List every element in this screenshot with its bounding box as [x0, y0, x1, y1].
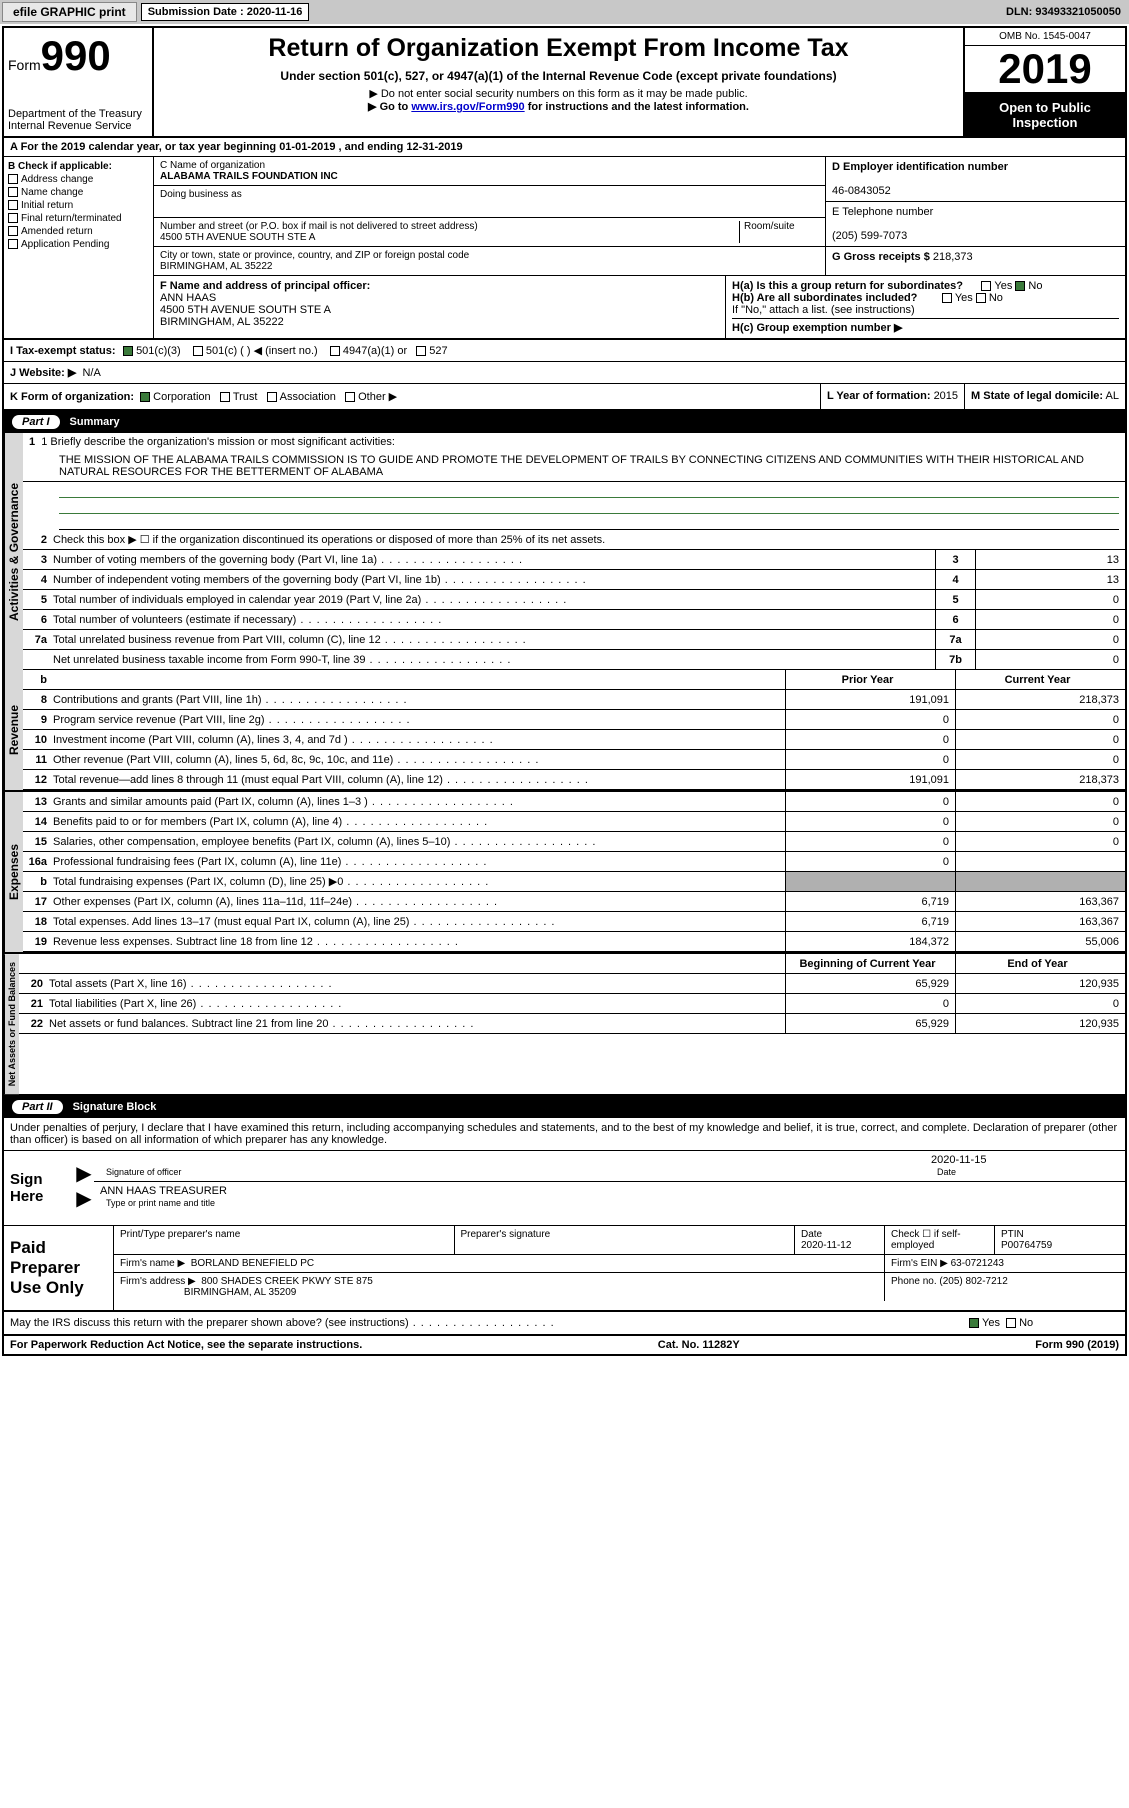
telephone: (205) 599-7073: [832, 230, 907, 242]
ssn-warning: ▶ Do not enter social security numbers o…: [160, 87, 957, 100]
top-toolbar: efile GRAPHIC print Submission Date : 20…: [0, 0, 1129, 24]
form-number: Form990: [8, 32, 148, 80]
fin-line-14: Benefits paid to or for members (Part IX…: [53, 814, 785, 830]
fin-line-11: Other revenue (Part VIII, column (A), li…: [53, 752, 785, 768]
box-f-officer: F Name and address of principal officer:…: [154, 276, 725, 338]
gov-line-7a: Total unrelated business revenue from Pa…: [53, 632, 935, 648]
box-h: H(a) Is this a group return for subordin…: [725, 276, 1125, 338]
form-header: Form990 Department of the Treasury Inter…: [4, 28, 1125, 138]
subtitle-section: Under section 501(c), 527, or 4947(a)(1)…: [160, 69, 957, 83]
gov-line-4: Number of independent voting members of …: [53, 572, 935, 588]
officer-name: ANN HAAS TREASURER: [100, 1185, 227, 1197]
row-a-tax-year: A For the 2019 calendar year, or tax yea…: [4, 138, 1125, 157]
fin-line-12: Total revenue—add lines 8 through 11 (mu…: [53, 772, 785, 788]
fin-line-18: Total expenses. Add lines 13–17 (must eq…: [53, 914, 785, 930]
mission-text: THE MISSION OF THE ALABAMA TRAILS COMMIS…: [23, 451, 1125, 482]
paid-preparer-block: Paid Preparer Use Only Print/Type prepar…: [4, 1226, 1125, 1312]
fin-line-13: Grants and similar amounts paid (Part IX…: [53, 794, 785, 810]
penalty-statement: Under penalties of perjury, I declare th…: [4, 1118, 1125, 1151]
end-year-header: End of Year: [955, 954, 1125, 973]
fin-line-22: Net assets or fund balances. Subtract li…: [49, 1016, 785, 1032]
beginning-year-header: Beginning of Current Year: [785, 954, 955, 973]
open-to-public: Open to Public Inspection: [965, 94, 1125, 136]
street-address: 4500 5TH AVENUE SOUTH STE A: [160, 232, 315, 243]
sign-date: 2020-11-15: [931, 1154, 986, 1166]
prior-year-header: Prior Year: [785, 670, 955, 689]
sign-here-block: Sign Here ▶▶ Signature of officer 2020-1…: [4, 1151, 1125, 1226]
form-title: Return of Organization Exempt From Incom…: [160, 34, 957, 63]
fin-line-9: Program service revenue (Part VIII, line…: [53, 712, 785, 728]
fin-line-17: Other expenses (Part IX, column (A), lin…: [53, 894, 785, 910]
mission-question: 1 1 Briefly describe the organization's …: [23, 433, 1125, 451]
submission-date-label: Submission Date : 2020-11-16: [141, 3, 310, 21]
gov-line-5: Total number of individuals employed in …: [53, 592, 935, 608]
efile-print-button[interactable]: efile GRAPHIC print: [2, 2, 137, 22]
city-state-zip: BIRMINGHAM, AL 35222: [160, 261, 272, 272]
vtab-revenue: Revenue: [4, 670, 23, 790]
firm-phone: (205) 802-7212: [939, 1276, 1007, 1287]
fin-line-21: Total liabilities (Part X, line 26): [49, 996, 785, 1012]
fin-line-10: Investment income (Part VIII, column (A)…: [53, 732, 785, 748]
row-klm: K Form of organization: Corporation Trus…: [4, 384, 1125, 411]
fin-line-16a: Professional fundraising fees (Part IX, …: [53, 854, 785, 870]
dept-treasury: Department of the Treasury Internal Reve…: [8, 108, 148, 132]
fin-line-15: Salaries, other compensation, employee b…: [53, 834, 785, 850]
ein: 46-0843052: [832, 185, 891, 197]
fin-line-8: Contributions and grants (Part VIII, lin…: [53, 692, 785, 708]
gov-line-6: Total number of volunteers (estimate if …: [53, 612, 935, 628]
part-i-header: Part ISummary: [4, 411, 1125, 433]
line-2-checkbox: Check this box ▶ ☐ if the organization d…: [53, 531, 1125, 548]
fin-line-19: Revenue less expenses. Subtract line 18 …: [53, 934, 785, 950]
omb-number: OMB No. 1545-0047: [965, 28, 1125, 46]
org-name: ALABAMA TRAILS FOUNDATION INC: [160, 171, 338, 182]
discuss-preparer: May the IRS discuss this return with the…: [10, 1315, 969, 1331]
current-year-header: Current Year: [955, 670, 1125, 689]
box-b-checkboxes: B Check if applicable: Address change Na…: [4, 157, 154, 338]
dln-value: DLN: 93493321050050: [1006, 6, 1127, 18]
gov-line-3: Number of voting members of the governin…: [53, 552, 935, 568]
irs-link[interactable]: www.irs.gov/Form990: [411, 101, 524, 113]
form-footer: For Paperwork Reduction Act Notice, see …: [4, 1336, 1125, 1354]
gross-receipts: 218,373: [933, 251, 973, 263]
ptin: P00764759: [1001, 1240, 1052, 1251]
gov-line-7b: Net unrelated business taxable income fr…: [53, 652, 935, 668]
form-990-frame: Form990 Department of the Treasury Inter…: [2, 26, 1127, 1356]
vtab-governance: Activities & Governance: [4, 433, 23, 670]
vtab-net-assets: Net Assets or Fund Balances: [4, 954, 19, 1094]
box-j-website: J Website: ▶ N/A: [4, 362, 1125, 384]
part-ii-header: Part IISignature Block: [4, 1096, 1125, 1118]
firm-name: BORLAND BENEFIELD PC: [191, 1258, 314, 1269]
box-i-tax-status: I Tax-exempt status: 501(c)(3) 501(c) ( …: [4, 340, 1125, 362]
fin-line-b: Total fundraising expenses (Part IX, col…: [53, 873, 785, 890]
fin-line-20: Total assets (Part X, line 16): [49, 976, 785, 992]
firm-ein: 63-0721243: [951, 1258, 1004, 1269]
tax-year: 2019: [965, 46, 1125, 94]
vtab-expenses: Expenses: [4, 792, 23, 952]
instructions-link-line: ▶ Go to www.irs.gov/Form990 for instruct…: [160, 100, 957, 113]
